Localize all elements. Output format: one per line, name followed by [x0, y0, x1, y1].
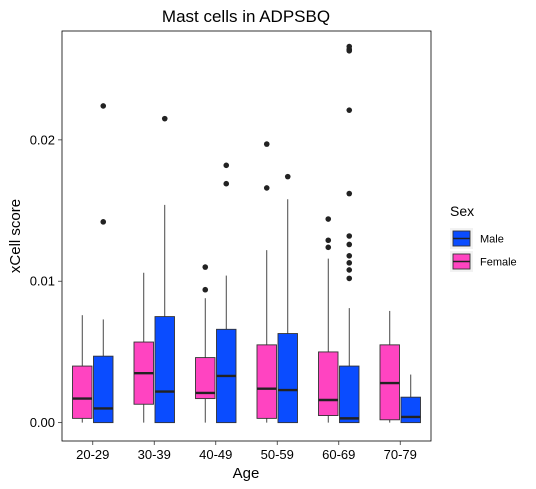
- box-body: [318, 351, 339, 417]
- y-tick-label: 0.02: [30, 132, 55, 147]
- outlier-point: [263, 141, 270, 147]
- outlier-point: [202, 286, 209, 293]
- outlier-point: [346, 190, 353, 197]
- y-tick-label: 0.01: [30, 274, 55, 289]
- box-body: [195, 357, 216, 400]
- x-tick-label: 40-49: [199, 447, 232, 462]
- outlier-point: [325, 216, 332, 222]
- box-male-70-79: [400, 374, 421, 424]
- x-tick-label: 50-59: [261, 447, 294, 462]
- legend-label-female: Female: [480, 257, 517, 269]
- outlier-point: [325, 244, 332, 251]
- outlier-point: [346, 267, 353, 273]
- y-axis: 0.00 0.01 0.02: [30, 132, 62, 430]
- box-female-50-59: [256, 141, 277, 423]
- y-axis-title: xCell score: [7, 199, 24, 273]
- x-tick-label: 30-39: [138, 447, 171, 462]
- outlier-point: [284, 173, 291, 180]
- outlier-point: [263, 185, 270, 191]
- box-body: [154, 316, 175, 424]
- box-body: [339, 365, 360, 424]
- box-male-40-49: [216, 162, 237, 424]
- box-female-40-49: [195, 264, 216, 423]
- x-tick-label: 70-79: [384, 447, 417, 462]
- outlier-point: [346, 43, 353, 50]
- box-female-60-69: [318, 216, 339, 423]
- outlier-point: [346, 260, 353, 266]
- legend-title: Sex: [450, 203, 474, 219]
- box-male-50-59: [277, 173, 298, 424]
- x-tick-label: 60-69: [322, 447, 355, 462]
- outlier-point: [346, 233, 353, 239]
- y-tick-label: 0.00: [30, 415, 55, 430]
- outlier-point: [223, 162, 230, 169]
- box-male-20-29: [93, 103, 114, 424]
- box-male-60-69: [339, 43, 360, 424]
- x-axis-title: Age: [233, 465, 260, 482]
- plot-panel: [61, 30, 432, 442]
- box-body: [400, 396, 421, 424]
- chart-title: Mast cells in ADPSBQ: [162, 7, 330, 26]
- outlier-point: [346, 241, 353, 248]
- legend-label-male: Male: [480, 234, 504, 246]
- box-body: [256, 344, 277, 419]
- outlier-point: [346, 252, 353, 259]
- box-marks: [72, 43, 421, 424]
- box-body: [93, 355, 114, 424]
- box-female-30-39: [133, 272, 154, 423]
- x-tick-label: 20-29: [76, 447, 109, 462]
- outlier-point: [325, 237, 332, 244]
- outlier-point: [346, 275, 353, 282]
- box-male-30-39: [154, 115, 175, 424]
- box-body: [277, 333, 298, 424]
- box-female-70-79: [379, 310, 400, 423]
- outlier-point: [202, 264, 209, 270]
- outlier-point: [346, 107, 353, 113]
- outlier-point: [100, 219, 107, 225]
- outlier-point: [161, 115, 168, 122]
- box-female-20-29: [72, 315, 93, 423]
- box-body: [72, 365, 93, 419]
- x-axis: 20-29 30-39 40-49 50-59 60-69 70-79: [76, 441, 417, 462]
- outlier-point: [100, 103, 107, 109]
- outlier-point: [223, 180, 230, 187]
- legend: Sex Male Female: [450, 203, 517, 272]
